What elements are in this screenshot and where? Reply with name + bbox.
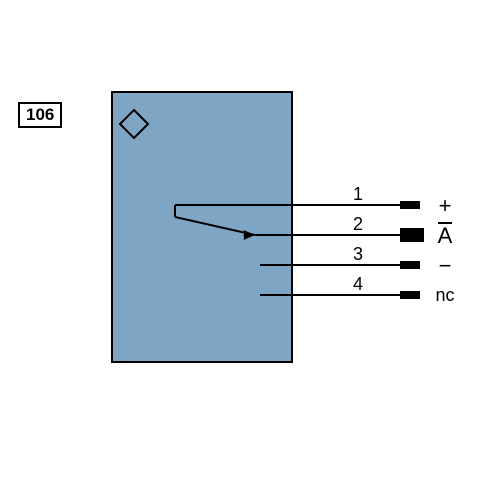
pin-label-3: − [439,253,452,278]
terminal-1 [400,201,420,209]
reference-number: 106 [26,105,54,124]
terminal-4 [400,291,420,299]
pin-label-a-bar: A [438,223,453,248]
pin-number-3: 3 [353,244,363,264]
svg-text:A: A [438,223,453,248]
wiring-diagram: 1 +2 A 3 − 4 nc [0,0,500,500]
reference-number-box: 106 [18,102,62,128]
pin-label-1: + [439,193,452,218]
pin-number-2: 2 [353,214,363,234]
terminal-3 [400,261,420,269]
pin-number-4: 4 [353,274,363,294]
terminal-2 [400,228,424,242]
pin-number-1: 1 [353,184,363,204]
pin-label-4: nc [435,285,454,305]
